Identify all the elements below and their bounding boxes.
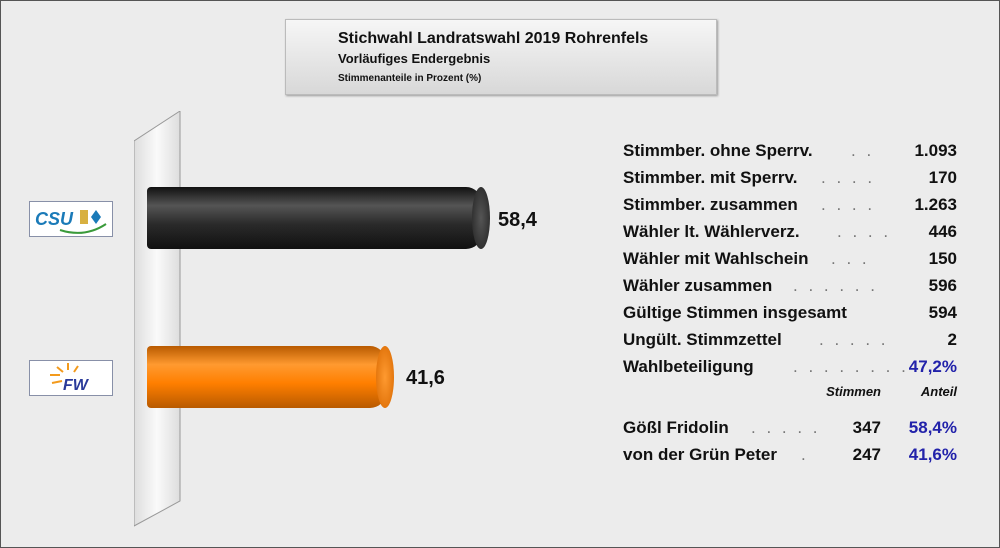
leader-dots: . .: [851, 141, 875, 160]
stat-value: 47,2%: [908, 357, 957, 376]
stat-label: Gültige Stimmen insgesamt: [623, 303, 847, 322]
stat-label: Ungült. Stimmzettel: [623, 330, 782, 349]
leader-dots: .: [801, 445, 809, 464]
fw-logo: FW: [29, 360, 113, 396]
candidate-share: 41,6%: [908, 445, 957, 464]
chart-wall: [134, 111, 181, 527]
candidate-votes: 347: [852, 418, 881, 437]
stat-value: 150: [928, 249, 957, 268]
leader-dots: . . . .: [821, 195, 876, 214]
bar-end-cap: [472, 187, 491, 249]
candidate-name: Gößl Fridolin: [623, 418, 729, 437]
value-label-fw: 41,6: [406, 367, 445, 389]
leader-dots: . . . . . .: [793, 276, 878, 295]
stat-row: Stimmber. zusammen . . . . 1.263: [623, 195, 963, 222]
stat-row: Wahlbeteiligung . . . . . . . . 47,2%: [623, 357, 963, 384]
leader-dots: . . . . . . . .: [793, 357, 909, 376]
bar-csu: [147, 187, 491, 249]
value-label-csu: 58,4: [498, 209, 537, 231]
stat-value: 1.093: [914, 141, 957, 160]
chart-title: Stichwahl Landratswahl 2019 Rohrenfels: [338, 30, 649, 47]
leader-dots: . . . .: [837, 222, 892, 241]
stat-label: Wähler zusammen: [623, 276, 773, 295]
header-share: Anteil: [920, 384, 957, 399]
chart-subtitle: Vorläufiges Endergebnis: [338, 51, 491, 66]
candidate-row: Gößl Fridolin . . . . . 347 58,4%: [623, 418, 963, 445]
stat-label: Stimmber. ohne Sperrv.: [623, 141, 813, 160]
csu-logo: CSU: [29, 201, 113, 237]
stat-value: 1.263: [914, 195, 957, 214]
header-votes: Stimmen: [826, 384, 881, 399]
title-box: Stichwahl Landratswahl 2019 Rohrenfels V…: [285, 19, 717, 95]
stat-label: Wahlbeteiligung: [623, 357, 754, 376]
stat-row: Wähler lt. Wählerverz. . . . . 446: [623, 222, 963, 249]
stat-row: Gültige Stimmen insgesamt 594: [623, 303, 963, 330]
stat-row: Stimmber. mit Sperrv. . . . . 170: [623, 168, 963, 195]
stat-label: Stimmber. mit Sperrv.: [623, 168, 798, 187]
leader-dots: . . .: [831, 249, 870, 268]
stat-value: 596: [928, 276, 957, 295]
stat-row: Wähler mit Wahlschein . . . 150: [623, 249, 963, 276]
leader-dots: . . . .: [821, 168, 876, 187]
statistics-table: Stimmber. ohne Sperrv.. . 1.093 Stimmber. …: [623, 141, 963, 472]
bar-end-cap: [375, 346, 394, 408]
stat-label: Wähler mit Wahlschein: [623, 249, 809, 268]
stat-label: Stimmber. zusammen: [623, 195, 798, 214]
candidates-header: Stimmen Anteil: [623, 384, 963, 418]
candidate-name: von der Grün Peter: [623, 445, 777, 464]
stat-row: Ungült. Stimmzettel . . . . . 2: [623, 330, 963, 357]
svg-text:FW: FW: [63, 377, 90, 394]
stat-value: 170: [928, 168, 957, 187]
stat-row: Stimmber. ohne Sperrv. . . 1.093: [623, 141, 963, 168]
bar-fw: [147, 346, 394, 408]
leader-dots: . . . . .: [819, 330, 889, 349]
stat-value: 594: [928, 303, 957, 322]
candidate-votes: 247: [852, 445, 881, 464]
stat-value: 446: [928, 222, 957, 241]
stat-row: Wähler zusammen . . . . . . 596: [623, 276, 963, 303]
candidate-share: 58,4%: [908, 418, 957, 437]
chart-unit-label: Stimmenanteile in Prozent (%): [338, 73, 482, 84]
stat-value: 2: [947, 330, 957, 349]
candidate-row: von der Grün Peter. 247 41,6%: [623, 445, 963, 472]
svg-text:CSU: CSU: [35, 209, 74, 229]
stat-label: Wähler lt. Wählerverz.: [623, 222, 800, 241]
leader-dots: . . . . .: [751, 418, 821, 437]
